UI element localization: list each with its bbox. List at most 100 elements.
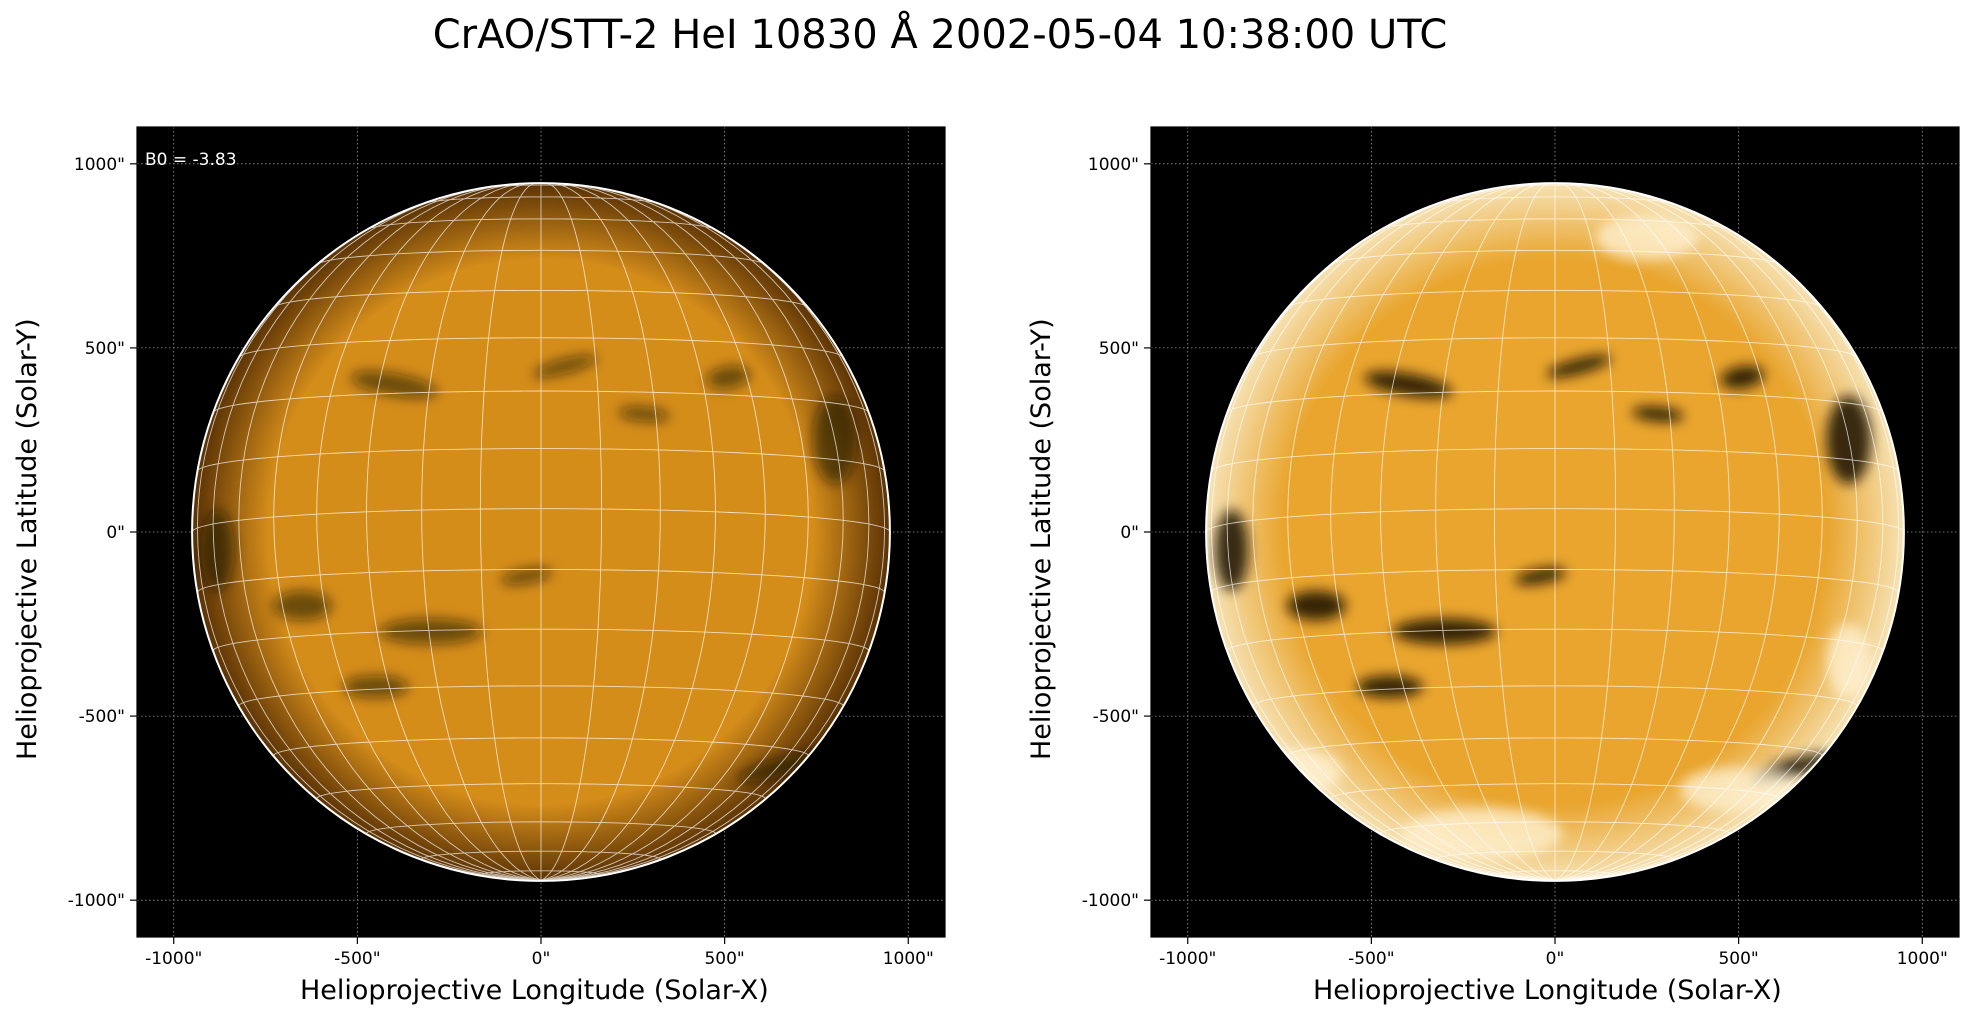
x-tick-label: -500": [1348, 949, 1394, 969]
y-tick-label: 1000": [74, 155, 125, 175]
bright-region-2: [1400, 808, 1563, 860]
meridian-line: [540, 185, 844, 881]
figure-title: CrAO/STT-2 HeI 10830 Å 2002-05-04 10:38:…: [432, 12, 1448, 58]
meridian-line: [1554, 183, 1823, 881]
meridian-line: [366, 183, 542, 881]
x-tick-label: -1000": [1159, 949, 1216, 969]
parallel-line: [213, 390, 869, 413]
parallel-line: [1252, 685, 1858, 707]
right-solar-image-panel: -1000" -500" 0" 500" 1000" 1000" 500" 0" -500" -1…: [1082, 126, 1960, 969]
meridian-line: [1252, 185, 1556, 881]
solar-limb: [191, 182, 891, 882]
x-tick-label: 0": [1546, 949, 1565, 969]
limb-west: [201, 509, 235, 591]
meridian-line: [1554, 183, 1730, 881]
meridian-line: [1330, 183, 1556, 881]
x-tick-label: -500": [334, 949, 380, 969]
parallel-line: [1493, 870, 1617, 876]
y-tick-label: -500": [1093, 707, 1139, 727]
parallel-line: [1211, 448, 1899, 471]
meridian-line: [1493, 183, 1556, 881]
filament-north-center: [532, 355, 597, 378]
x-tick-label: 500": [704, 949, 744, 969]
right-solar-image: -1000" -500" 0" 500" 1000" 1000" 500" 0" -500" -1…: [1082, 126, 1960, 969]
parallel-line: [1436, 196, 1674, 205]
left-solar-image-panel: -1000" -500" 0" 500" 1000" 1000" 500" 0" -500" -1…: [68, 126, 946, 969]
parallel-line: [367, 218, 715, 230]
right-y-axis-label: Helioprojective Latitude (Solar-Y): [1026, 318, 1057, 760]
filament-south-left: [1286, 590, 1346, 621]
left-y-axis-label: Helioprojective Latitude (Solar-Y): [12, 318, 43, 760]
parallel-line: [273, 737, 809, 756]
x-tick-label: 1000": [1897, 949, 1948, 969]
parallel-line: [1331, 249, 1779, 265]
parallel-line: [212, 628, 870, 652]
filament-south-lower: [342, 675, 409, 698]
parallel-line: [238, 337, 844, 358]
meridian-line: [421, 183, 542, 881]
parallel-line: [1252, 337, 1858, 358]
y-tick-label: -1000": [68, 891, 125, 911]
meridian-line: [1287, 183, 1556, 881]
parallel-line: [421, 850, 661, 860]
parallel-line: [1380, 821, 1730, 834]
y-tick-label: -500": [79, 707, 125, 727]
parallel-line: [1287, 289, 1823, 308]
parallel-line: [1381, 218, 1729, 230]
parallel-line: [1227, 390, 1883, 413]
y-tick-label: 1000": [1088, 155, 1139, 175]
right-x-axis-label: Helioprojective Longitude (Solar-X): [1313, 975, 1782, 1006]
filament-north-right: [1720, 365, 1765, 389]
parallel-line: [1226, 628, 1884, 652]
solar-limb: [1205, 182, 1905, 882]
meridian-line: [1554, 183, 1780, 881]
filament-south-mid: [379, 618, 483, 645]
b0-annotation: B0 = -3.83: [145, 150, 237, 170]
filament-center: [1514, 567, 1566, 585]
parallel-line: [196, 569, 886, 593]
meridian-line: [316, 183, 542, 881]
filament-south-lower: [1356, 675, 1423, 698]
parallel-line: [1330, 783, 1780, 799]
x-tick-label: -1000": [145, 949, 202, 969]
filament-south-left: [272, 590, 332, 621]
y-tick-label: -1000": [1082, 891, 1139, 911]
parallel-line: [238, 685, 844, 707]
parallel-line: [1210, 569, 1900, 593]
y-tick-label: 500": [85, 339, 125, 359]
meridian-line: [1380, 183, 1556, 881]
dark-features-group: [201, 355, 857, 783]
left-solar-image: -1000" -500" 0" 500" 1000" 1000" 500" 0" -500" -1…: [68, 126, 946, 969]
meridian-line: [1554, 183, 1617, 881]
meridian-line: [540, 183, 661, 881]
meridian-line: [479, 183, 542, 881]
left-x-axis-label: Helioprojective Longitude (Solar-X): [300, 975, 769, 1006]
parallel-line: [422, 196, 660, 205]
parallel-line: [273, 289, 809, 308]
parallel-line: [1287, 737, 1823, 756]
filament-north-right: [706, 365, 751, 389]
meridian-line: [540, 183, 809, 881]
parallel-line: [317, 249, 765, 265]
filament-center: [500, 567, 552, 585]
parallel-line: [1206, 508, 1904, 533]
meridian-line: [1554, 185, 1858, 881]
meridian-line: [1554, 183, 1675, 881]
meridian-line: [540, 183, 716, 881]
parallel-line: [1435, 850, 1675, 860]
filament-north-left: [350, 371, 438, 399]
meridian-line: [540, 183, 766, 881]
meridian-line: [273, 183, 542, 881]
parallel-line: [479, 870, 603, 876]
filament-north-center: [1546, 355, 1611, 378]
parallel-line: [366, 821, 716, 834]
filament-north-mid: [1632, 406, 1684, 422]
x-tick-label: 500": [1718, 949, 1758, 969]
x-tick-label: 0": [532, 949, 551, 969]
meridian-line: [238, 185, 542, 881]
y-tick-label: 0": [106, 523, 125, 543]
meridian-line: [1435, 183, 1556, 881]
limb-west: [1215, 509, 1249, 591]
x-tick-label: 1000": [883, 949, 934, 969]
filament-north-mid: [618, 406, 670, 422]
